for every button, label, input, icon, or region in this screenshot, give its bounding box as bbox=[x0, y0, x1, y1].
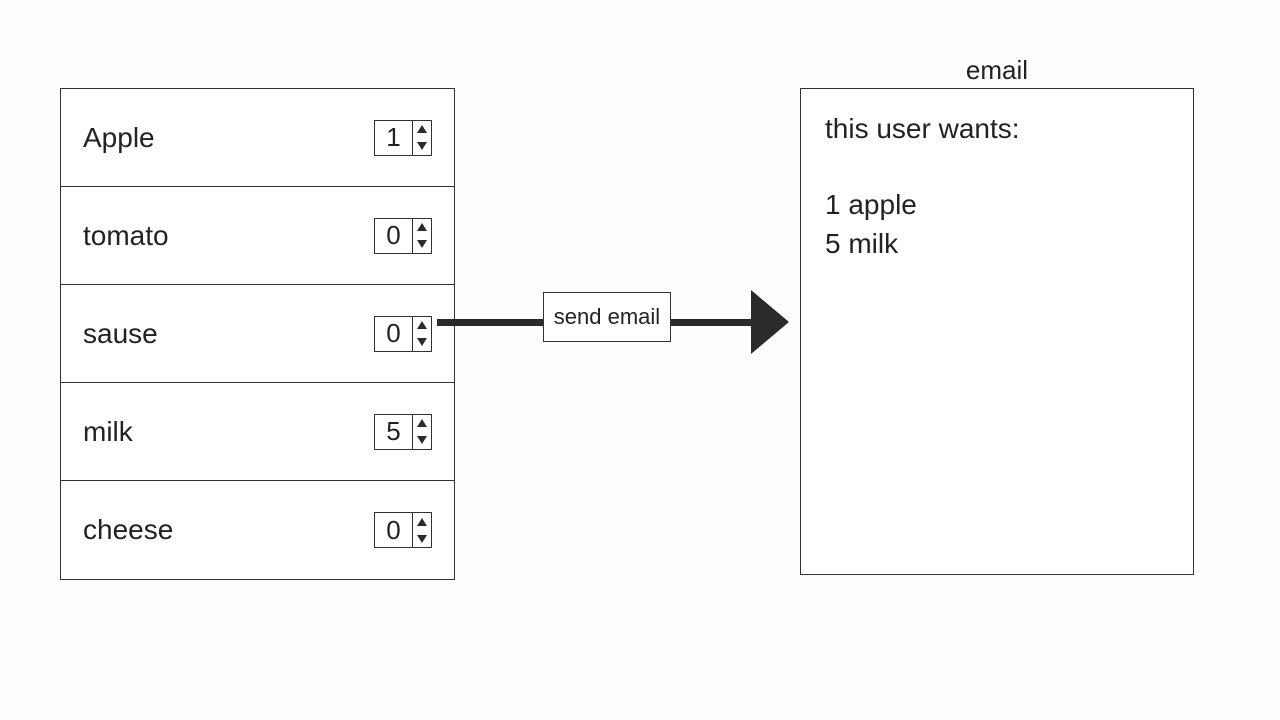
quantity-stepper[interactable]: 5 bbox=[374, 414, 432, 450]
stepper-down-icon[interactable] bbox=[413, 530, 431, 547]
quantity-stepper[interactable]: 1 bbox=[374, 120, 432, 156]
stepper-buttons bbox=[413, 219, 431, 253]
item-label: sause bbox=[83, 318, 374, 350]
email-panel: this user wants: 1 apple 5 milk bbox=[800, 88, 1194, 575]
send-email-button[interactable]: send email bbox=[543, 292, 671, 342]
stepper-down-icon[interactable] bbox=[413, 432, 431, 449]
stepper-value: 0 bbox=[375, 219, 413, 253]
item-label: tomato bbox=[83, 220, 374, 252]
stepper-value: 5 bbox=[375, 415, 413, 449]
quantity-stepper[interactable]: 0 bbox=[374, 316, 432, 352]
stepper-buttons bbox=[413, 121, 431, 155]
stepper-down-icon[interactable] bbox=[413, 138, 431, 155]
stepper-value: 0 bbox=[375, 513, 413, 547]
stepper-buttons bbox=[413, 513, 431, 547]
quantity-stepper[interactable]: 0 bbox=[374, 512, 432, 548]
send-email-label: send email bbox=[554, 304, 660, 330]
arrow-head-icon bbox=[751, 290, 789, 354]
stepper-up-icon[interactable] bbox=[413, 513, 431, 530]
stepper-buttons bbox=[413, 317, 431, 351]
stepper-up-icon[interactable] bbox=[413, 219, 431, 236]
stepper-value: 0 bbox=[375, 317, 413, 351]
item-row: tomato 0 bbox=[61, 187, 454, 285]
stepper-down-icon[interactable] bbox=[413, 236, 431, 253]
item-label: Apple bbox=[83, 122, 374, 154]
stepper-value: 1 bbox=[375, 121, 413, 155]
item-row: sause 0 bbox=[61, 285, 454, 383]
arrow-shaft-icon bbox=[437, 319, 543, 326]
stepper-down-icon[interactable] bbox=[413, 334, 431, 351]
email-line: 1 apple bbox=[825, 185, 1169, 224]
stepper-up-icon[interactable] bbox=[413, 121, 431, 138]
stepper-buttons bbox=[413, 415, 431, 449]
quantity-stepper[interactable]: 0 bbox=[374, 218, 432, 254]
item-label: milk bbox=[83, 416, 374, 448]
item-row: cheese 0 bbox=[61, 481, 454, 579]
email-line: 5 milk bbox=[825, 224, 1169, 263]
flow-arrow: send email bbox=[455, 300, 800, 360]
item-list: Apple 1 tomato 0 bbox=[60, 88, 455, 580]
diagram-canvas: Apple 1 tomato 0 bbox=[0, 0, 1280, 720]
stepper-up-icon[interactable] bbox=[413, 415, 431, 432]
arrow-shaft-icon bbox=[671, 319, 757, 326]
email-header: this user wants: bbox=[825, 113, 1169, 145]
stepper-up-icon[interactable] bbox=[413, 317, 431, 334]
item-row: milk 5 bbox=[61, 383, 454, 481]
email-title: email bbox=[800, 55, 1194, 86]
item-row: Apple 1 bbox=[61, 89, 454, 187]
item-label: cheese bbox=[83, 514, 374, 546]
